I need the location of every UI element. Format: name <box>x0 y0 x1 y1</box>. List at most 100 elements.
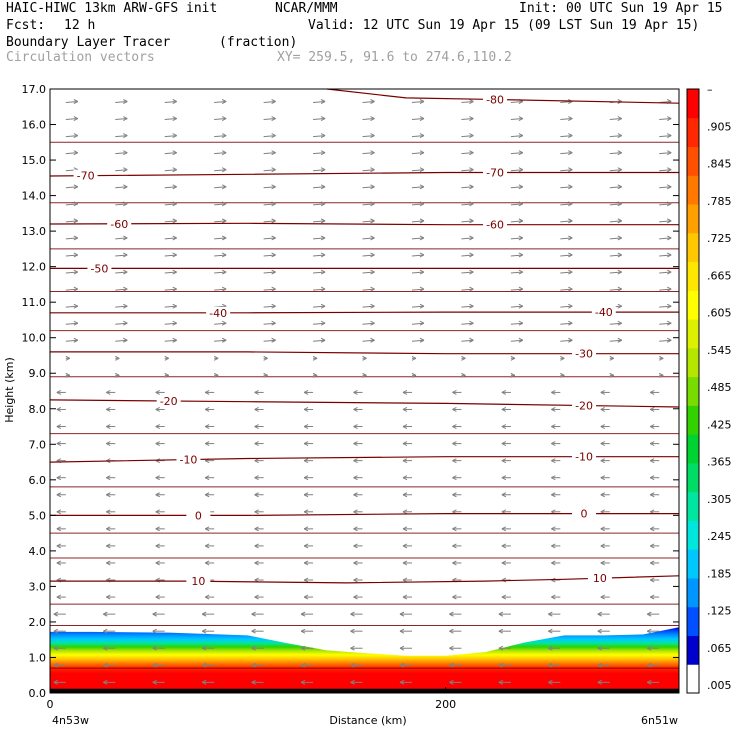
vector-shaft <box>510 203 523 206</box>
y-tick-label: 15.0 <box>22 154 47 167</box>
vector-head <box>271 269 276 275</box>
vector-head <box>56 560 62 566</box>
vector-head <box>399 628 405 634</box>
vector-head <box>172 252 177 258</box>
vector-head <box>469 337 474 343</box>
vector-head <box>115 372 120 378</box>
vector-head <box>172 320 177 326</box>
vector-head <box>402 526 408 532</box>
vector-head <box>452 389 457 395</box>
vector-shaft <box>362 118 375 121</box>
vector-head <box>600 594 605 600</box>
contour-label-bg <box>87 262 112 275</box>
colorbar-label: .485 <box>707 381 732 394</box>
vector-head <box>646 611 652 617</box>
vector-head <box>518 201 524 207</box>
contour-label-bg <box>591 306 616 319</box>
colorbar-swatch <box>687 462 699 493</box>
colorbar-swatch <box>687 175 699 205</box>
vector-head <box>402 543 408 549</box>
vector-shaft <box>115 339 128 342</box>
vector-shaft <box>214 271 227 274</box>
vector-shaft <box>411 203 425 206</box>
vector-head <box>666 337 672 343</box>
vector-shaft <box>263 203 276 206</box>
vector-shaft <box>659 118 672 121</box>
vector-head <box>560 372 565 378</box>
colorbar-swatch <box>687 405 699 435</box>
vector-shaft <box>65 118 78 121</box>
vector-head <box>518 235 524 241</box>
vector-head <box>646 662 652 668</box>
vector-shaft <box>263 186 276 189</box>
vector-head <box>155 509 160 515</box>
contour-label-bg <box>186 509 211 522</box>
vector-head <box>103 679 108 685</box>
vector-shaft <box>510 169 523 172</box>
vector-head <box>551 594 556 600</box>
vector-head <box>498 628 504 634</box>
vector-head <box>666 286 672 292</box>
vector-head <box>350 679 355 685</box>
vector-head <box>551 389 556 395</box>
vector-head <box>221 286 227 292</box>
y-tick-label: 1.0 <box>29 651 47 664</box>
terrain-strip <box>50 688 679 693</box>
vector-head <box>666 133 672 139</box>
vector-head <box>221 235 227 241</box>
vector-head <box>213 355 219 361</box>
vector-head <box>56 509 62 515</box>
vector-head <box>271 235 276 241</box>
vector-head <box>56 492 62 498</box>
colorbar-swatch <box>687 434 699 464</box>
vector-head <box>221 269 227 275</box>
vector-head <box>155 526 160 532</box>
vector-head <box>271 303 276 309</box>
vector-head <box>204 560 210 566</box>
vector-head <box>350 628 355 634</box>
vector-head <box>155 560 160 566</box>
vector-shaft <box>461 118 474 121</box>
vector-shaft <box>362 169 375 172</box>
vector-head <box>172 167 177 173</box>
vector-shaft <box>659 254 672 257</box>
vector-head <box>518 286 524 292</box>
vector-shaft <box>214 169 227 172</box>
vector-head <box>353 543 358 549</box>
vector-shaft <box>65 322 78 325</box>
x-tick-label: 200 <box>435 698 456 711</box>
vector-head <box>172 150 177 156</box>
vector-head <box>172 184 177 190</box>
vector-head <box>320 337 326 343</box>
vector-shaft <box>609 203 622 206</box>
vector-shaft <box>659 135 672 138</box>
vector-head <box>568 286 573 292</box>
y-axis-label: Height (km) <box>3 357 16 423</box>
vector-head <box>271 116 276 122</box>
vector-head <box>353 441 358 447</box>
vector-head <box>501 526 507 532</box>
vector-shaft <box>214 186 227 189</box>
contour-label: -70 <box>486 166 504 179</box>
vector-shaft <box>164 135 177 138</box>
vector-head <box>353 458 358 464</box>
vector-head <box>402 407 408 412</box>
colorbar-label: .365 <box>707 456 732 469</box>
vector-head <box>666 184 672 190</box>
vector-head <box>300 628 306 634</box>
vector-head <box>469 167 474 173</box>
vector-head <box>370 252 375 258</box>
colorbar-swatch <box>687 232 699 263</box>
vector-head <box>303 458 309 464</box>
vector-shaft <box>659 203 672 206</box>
vector-head <box>370 337 375 343</box>
vector-head <box>600 492 605 498</box>
vector-shaft <box>609 288 622 291</box>
vector-shaft <box>115 186 128 189</box>
vector-shaft <box>411 271 425 274</box>
vector-shaft <box>263 152 276 155</box>
vector-shaft <box>313 152 326 155</box>
vector-head <box>155 492 160 498</box>
vector-head <box>123 269 128 275</box>
vector-head <box>320 133 326 139</box>
